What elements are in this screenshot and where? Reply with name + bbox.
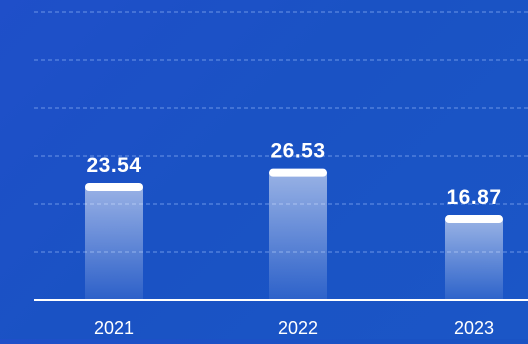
data-label-2022: 26.53	[270, 140, 325, 163]
bar-2022	[269, 172, 327, 300]
x-tick-2021: 2021	[94, 318, 134, 338]
data-labels: 23.54 26.53 16.87	[86, 140, 501, 209]
data-label-2023: 16.87	[446, 186, 501, 209]
x-tick-2023: 2023	[454, 318, 494, 338]
bar-2021	[85, 187, 143, 300]
bar-2023	[445, 219, 503, 300]
x-tick-labels: 2021 2022 2023	[94, 318, 494, 338]
bar-cap-2022	[269, 168, 327, 177]
x-tick-2022: 2022	[278, 318, 318, 338]
bar-cap-2023	[445, 215, 503, 224]
bar-cap-2021	[85, 183, 143, 192]
bars	[85, 168, 503, 300]
data-label-2021: 23.54	[86, 154, 141, 177]
